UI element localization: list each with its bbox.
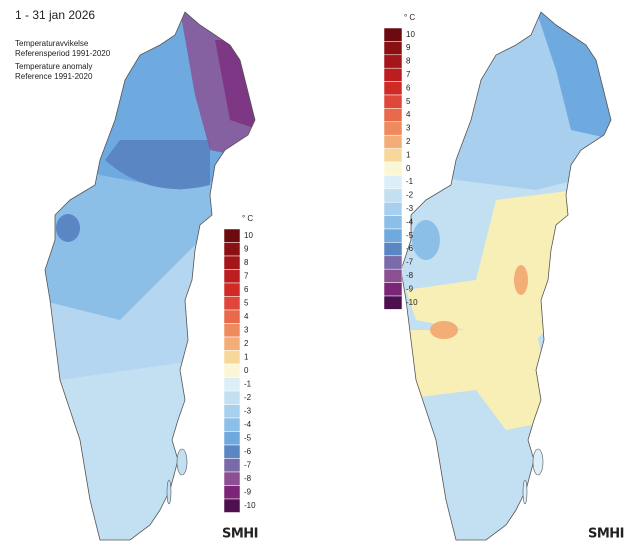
legend-swatch <box>383 268 403 283</box>
legend-swatch <box>223 390 241 405</box>
legend-label: 10 <box>406 30 415 39</box>
legend-swatch <box>383 161 403 176</box>
legend-swatch <box>223 444 241 459</box>
legend-label: 7 <box>406 70 411 79</box>
legend-swatch <box>223 336 241 351</box>
legend-swatch <box>383 27 403 42</box>
legend-swatch <box>223 228 241 243</box>
legend-label: 5 <box>244 298 249 307</box>
legend-label: -7 <box>406 258 414 267</box>
legend-swatch <box>223 498 241 513</box>
legend-swatch <box>383 228 403 243</box>
subtitle: Reference 1991-2020 <box>15 72 93 81</box>
legend-swatch <box>383 201 403 216</box>
legend-label: 3 <box>406 124 411 133</box>
legend-label: -3 <box>406 204 414 213</box>
legend-swatch <box>223 269 241 284</box>
legend-swatch <box>223 296 241 311</box>
legend-swatch <box>223 377 241 392</box>
legend-label: -4 <box>244 420 252 429</box>
legend-swatch <box>383 121 403 136</box>
legend-label: -9 <box>406 284 414 293</box>
legend-swatch <box>223 323 241 338</box>
legend-label: 9 <box>406 43 411 52</box>
legend-label: 2 <box>406 137 411 146</box>
legend-swatch <box>223 309 241 324</box>
legend-label: 0 <box>406 164 411 173</box>
legend-swatch <box>223 485 241 500</box>
subtitle: Temperaturavvikelse <box>15 39 89 48</box>
legend-swatch <box>223 404 241 419</box>
legend-label: 6 <box>406 83 411 92</box>
legend-label: 1 <box>244 352 249 361</box>
legend-swatch <box>223 363 241 378</box>
legend-swatch <box>383 54 403 69</box>
legend-label: -10 <box>406 298 418 307</box>
legend-label: 1 <box>406 150 411 159</box>
legend-swatch <box>383 282 403 297</box>
legend-swatch <box>383 148 403 163</box>
legend-swatch <box>383 81 403 96</box>
legend-label: -2 <box>244 393 252 402</box>
legend-swatch <box>223 471 241 486</box>
title: 1 - 31 jan 2026 <box>15 8 95 22</box>
legend-swatch <box>383 242 403 257</box>
legend-label: 0 <box>244 366 249 375</box>
legend-swatch <box>383 295 403 310</box>
legend-swatch <box>223 255 241 270</box>
legend-label: -5 <box>244 433 252 442</box>
legend-swatch <box>223 242 241 257</box>
legend-swatch <box>383 255 403 270</box>
legend-label: -6 <box>406 244 414 253</box>
legend-swatch <box>383 175 403 190</box>
legend-label: 8 <box>406 57 411 66</box>
legend-label: 10 <box>244 231 253 240</box>
legend-label: -2 <box>406 191 414 200</box>
subtitle: Referensperiod 1991-2020 <box>15 49 111 58</box>
legend-label: -5 <box>406 231 414 240</box>
legend-swatch <box>383 67 403 82</box>
legend-label: -9 <box>244 487 252 496</box>
legend-label: -6 <box>244 447 252 456</box>
legend-swatch <box>383 134 403 149</box>
subtitle: Temperature anomaly <box>15 62 92 71</box>
legend-label: 5 <box>406 97 411 106</box>
map-right <box>400 11 612 541</box>
logo: SMHI <box>588 527 624 542</box>
legend-swatch <box>383 215 403 230</box>
legend-swatch <box>223 431 241 446</box>
legend-swatch <box>383 94 403 109</box>
legend-label: -1 <box>406 177 414 186</box>
legend-unit: ° C <box>242 214 253 223</box>
legend-label: 6 <box>244 285 249 294</box>
legend-label: 8 <box>244 258 249 267</box>
legend-label: 4 <box>406 110 411 119</box>
legend-label: -10 <box>244 501 256 510</box>
legend-swatch <box>383 188 403 203</box>
legend-swatch <box>383 108 403 123</box>
legend-label: 2 <box>244 339 249 348</box>
legend-label: 3 <box>244 325 249 334</box>
legend-label: -4 <box>406 217 414 226</box>
legend-swatch <box>383 41 403 56</box>
legend-swatch <box>223 282 241 297</box>
legend-label: 4 <box>244 312 249 321</box>
legend-label: -7 <box>244 460 252 469</box>
legend-label: -8 <box>406 271 414 280</box>
legend-label: -8 <box>244 474 252 483</box>
legend-swatch <box>223 350 241 365</box>
legend-label: 7 <box>244 271 249 280</box>
logo: SMHI <box>222 527 258 542</box>
legend-swatch <box>223 458 241 473</box>
legend-unit: ° C <box>404 13 415 22</box>
legend-label: 9 <box>244 244 249 253</box>
legend-swatch <box>223 417 241 432</box>
legend-label: -1 <box>244 379 252 388</box>
legend-label: -3 <box>244 406 252 415</box>
